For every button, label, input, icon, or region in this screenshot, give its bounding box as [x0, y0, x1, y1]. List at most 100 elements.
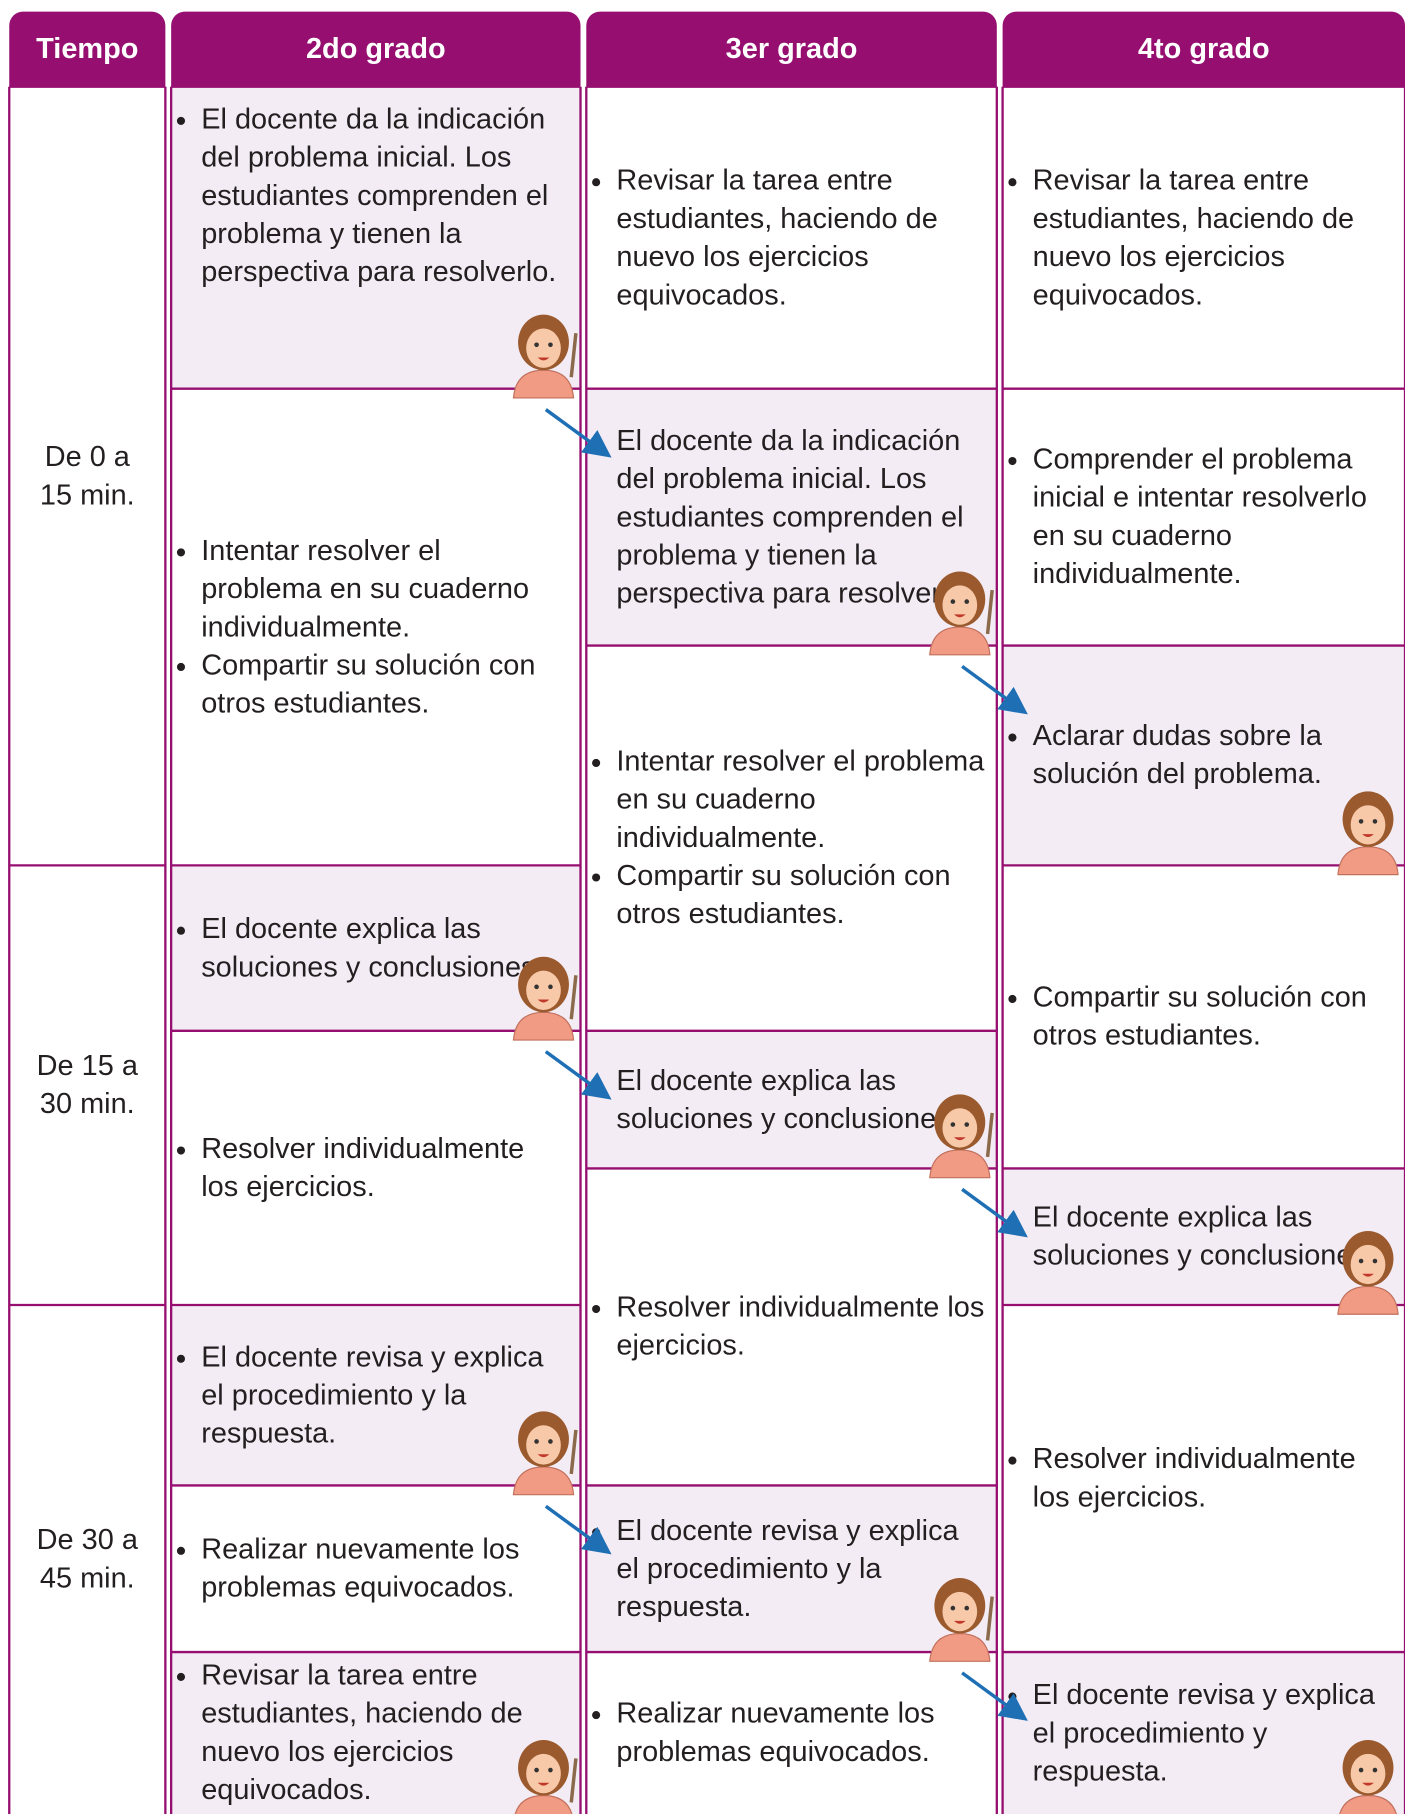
pointer-stick: [569, 1429, 578, 1475]
bullet-list: El docente revisa y explica el procedimi…: [586, 1511, 997, 1626]
bullet: Compartir su solución con otros estudian…: [616, 857, 985, 933]
bullet-list: Resolver individualmente los ejercicios.: [586, 1289, 997, 1365]
icon-face: [1350, 1753, 1386, 1794]
bullet: El docente explica las soluciones y conc…: [201, 910, 569, 986]
teacher-icon: [1337, 791, 1399, 876]
bullet: Resolver individualmente los ejercicios.: [1033, 1440, 1394, 1516]
time-cell: De 30 a 45 min.: [36, 1523, 138, 1595]
teacher-icon: [929, 1094, 994, 1179]
bullet: Revisar la tarea entre estudiantes, haci…: [616, 161, 985, 314]
bullet: Realizar nuevamente los problemas equivo…: [616, 1695, 985, 1771]
icon-eye: [534, 1439, 539, 1444]
bullet: Aclarar dudas sobre la solución del prob…: [1033, 717, 1394, 793]
icon-body: [929, 1149, 991, 1179]
teacher-icon: [929, 1578, 994, 1662]
bullet: El docente revisa y explica el procedimi…: [201, 1338, 569, 1453]
bullet: Resolver individualmente los ejercicios.: [616, 1289, 985, 1365]
cell: Comprender el problema inicial e intenta…: [1003, 389, 1405, 646]
cell: Resolver individualmente los ejercicios.: [586, 1168, 997, 1485]
pointer-stick: [569, 1758, 578, 1803]
arrow: [961, 1187, 1028, 1238]
icon-eye: [964, 599, 970, 604]
teacher-icon: [512, 314, 578, 399]
icon-eye: [1372, 819, 1378, 824]
cell: Revisar la tarea entre estudiantes, haci…: [1003, 87, 1405, 389]
cell: Intentar resolver el problema en su cuad…: [171, 389, 580, 866]
bullet-list: Realizar nuevamente los problemas equivo…: [586, 1695, 997, 1771]
icon-eye: [1358, 1258, 1364, 1264]
bullet-list: Compartir su solución con otros estudian…: [1003, 979, 1405, 1055]
icon-mouth: [1362, 1273, 1374, 1277]
bullet: Revisar la tarea entre estudiantes, haci…: [1033, 161, 1394, 314]
pointer-stick: [985, 1596, 994, 1641]
icon-face: [526, 970, 561, 1010]
icon-mouth: [1362, 834, 1374, 838]
icon-face: [526, 1753, 561, 1794]
icon-eye: [534, 1767, 539, 1773]
bullet: Comprender el problema inicial e intenta…: [1033, 441, 1394, 594]
icon-face: [526, 1425, 561, 1465]
cell-shaded: Aclarar dudas sobre la solución del prob…: [1002, 645, 1405, 866]
icon-face: [942, 585, 978, 625]
cell: Resolver individualmente los ejercicios.: [171, 1031, 580, 1305]
icon-face: [942, 1591, 978, 1632]
cell-shaded: El docente da la indicación del problema…: [586, 388, 997, 646]
icon-eye: [548, 1439, 553, 1444]
icon-eye: [548, 1767, 553, 1773]
cell-shaded: El docente explica las soluciones y conc…: [171, 865, 581, 1031]
icon-eye: [534, 984, 539, 990]
icon-mouth: [1362, 1782, 1374, 1786]
teacher-icon: [514, 1739, 578, 1814]
cell-shaded: Revisar la tarea entre estudiantes, haci…: [171, 1652, 581, 1814]
header-cell: 3er grado: [586, 11, 997, 87]
icon-eye: [950, 1122, 956, 1127]
icon-mouth: [954, 1137, 966, 1141]
icon-face: [942, 1108, 978, 1148]
icon-eye: [950, 1605, 956, 1611]
icon-body: [1337, 846, 1399, 876]
bullet-list: Revisar la tarea entre estudiantes, haci…: [171, 1657, 580, 1810]
cell: Resolver individualmente los ejercicios.: [1003, 1305, 1405, 1652]
icon-mouth: [537, 1782, 550, 1786]
icon-body: [1337, 1285, 1399, 1315]
icon-body: [512, 1011, 575, 1041]
icon-eye: [964, 1605, 970, 1611]
cell: Realizar nuevamente los problemas equivo…: [171, 1485, 580, 1652]
bullet: Compartir su solución con otros estudian…: [201, 646, 569, 722]
bullet: El docente da la indicación del problema…: [616, 422, 985, 613]
cell-shaded: El docente explica las soluciones y conc…: [586, 1030, 997, 1169]
icon-eye: [1358, 819, 1364, 824]
icon-eye: [1372, 1767, 1378, 1773]
icon-body: [512, 1466, 575, 1496]
bullet-list: Intentar resolver el problema en su cuad…: [171, 532, 580, 723]
bullet: Compartir su solución con otros estudian…: [1033, 979, 1394, 1055]
time-cell: De 15 a 30 min.: [36, 1049, 138, 1120]
bullet-list: El docente explica las soluciones y conc…: [586, 1061, 997, 1137]
time-cell: De 0 a 15 min.: [39, 440, 135, 511]
bullet: El docente da la indicación del problema…: [201, 101, 569, 292]
teacher-icon: [512, 956, 578, 1041]
icon-eye: [534, 342, 539, 348]
bullet: Intentar resolver el problema en su cuad…: [616, 743, 985, 858]
teacher-icon: [1337, 1230, 1399, 1315]
icon-mouth: [537, 357, 550, 361]
pointer-stick: [569, 333, 578, 378]
bullet-list: Revisar la tarea entre estudiantes, haci…: [586, 161, 997, 314]
cell-shaded: El docente da la indicación del problema…: [171, 86, 581, 389]
bullet-list: El docente revisa y explica el procedimi…: [1003, 1676, 1405, 1791]
pointer-stick: [985, 589, 994, 635]
icon-eye: [964, 1122, 970, 1127]
bullet-list: El docente revisa y explica el procedimi…: [171, 1338, 580, 1453]
cell-shaded: El docente revisa y explica el procedimi…: [1002, 1652, 1405, 1814]
cell-shaded: El docente revisa y explica el procedimi…: [586, 1485, 997, 1653]
cell: Revisar la tarea entre estudiantes, haci…: [586, 87, 997, 389]
cell: Compartir su solución con otros estudian…: [1003, 865, 1405, 1168]
icon-body: [512, 369, 575, 399]
bullet-list: Resolver individualmente los ejercicios.: [1003, 1440, 1405, 1516]
bullet: Resolver individualmente los ejercicios.: [201, 1130, 569, 1206]
bullet: Realizar nuevamente los problemas equivo…: [201, 1531, 569, 1607]
bullet-list: Comprender el problema inicial e intenta…: [1003, 441, 1405, 594]
